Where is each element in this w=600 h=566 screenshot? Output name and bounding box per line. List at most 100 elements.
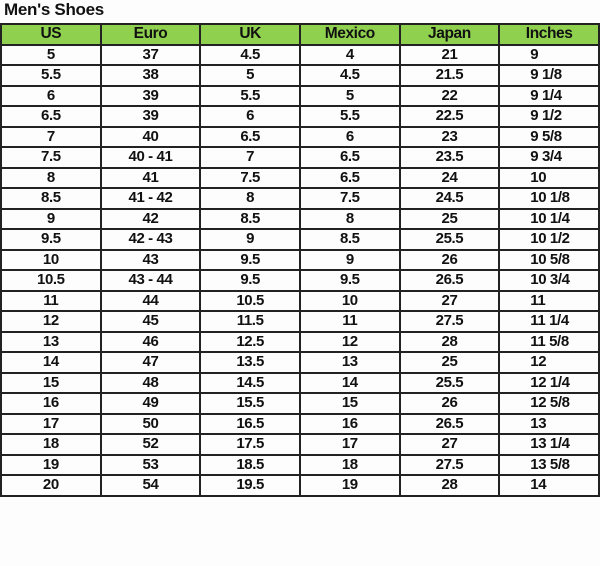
cell-japan: 26 (398, 392, 501, 415)
cell-uk: 15.5 (199, 392, 301, 415)
cell-us: 5.5 (0, 64, 102, 87)
table-row: 10.5 43 - 44 9.5 9.5 26.5 10 3/4 (0, 269, 600, 292)
cell-japan: 28 (398, 474, 501, 497)
cell-japan: 22.5 (398, 105, 501, 128)
table-row: 11 44 10.5 10 27 11 (0, 289, 600, 312)
cell-japan: 23 (398, 125, 501, 148)
cell-uk: 7 (199, 146, 301, 169)
table-row: 6.5 39 6 5.5 22.5 9 1/2 (0, 105, 600, 128)
cell-uk: 6 (199, 105, 301, 128)
cell-mexico: 6.5 (298, 146, 401, 169)
cell-euro: 41 - 42 (99, 187, 202, 210)
cell-euro: 54 (99, 474, 202, 497)
cell-us: 6 (0, 84, 102, 107)
cell-us: 12 (0, 310, 102, 333)
table-row: 12 45 11.5 11 27.5 11 1/4 (0, 310, 600, 333)
cell-mexico: 5 (298, 84, 401, 107)
cell-uk: 6.5 (199, 125, 301, 148)
cell-euro: 52 (99, 433, 202, 456)
cell-us: 7 (0, 125, 102, 148)
cell-japan: 21 (398, 43, 501, 66)
cell-inches: 9 1/8 (498, 64, 600, 87)
cell-euro: 50 (99, 412, 202, 435)
cell-euro: 53 (99, 453, 202, 476)
cell-japan: 24 (398, 166, 501, 189)
cell-mexico: 13 (298, 351, 401, 374)
cell-uk: 10.5 (199, 289, 301, 312)
cell-uk: 4.5 (199, 43, 301, 66)
cell-euro: 39 (99, 84, 202, 107)
cell-euro: 40 - 41 (99, 146, 202, 169)
cell-japan: 25 (398, 351, 501, 374)
cell-inches: 13 (498, 412, 600, 435)
cell-euro: 39 (99, 105, 202, 128)
column-header-japan: Japan (398, 23, 501, 46)
cell-mexico: 6.5 (298, 166, 401, 189)
cell-japan: 28 (398, 330, 501, 353)
cell-uk: 13.5 (199, 351, 301, 374)
cell-mexico: 14 (298, 371, 401, 394)
cell-inches: 9 1/4 (498, 84, 600, 107)
table-row: 16 49 15.5 15 26 12 5/8 (0, 392, 600, 415)
cell-inches: 10 1/4 (498, 207, 600, 230)
cell-mexico: 10 (298, 289, 401, 312)
cell-japan: 23.5 (398, 146, 501, 169)
cell-inches: 10 5/8 (498, 248, 600, 271)
cell-mexico: 4.5 (298, 64, 401, 87)
cell-euro: 40 (99, 125, 202, 148)
cell-japan: 24.5 (398, 187, 501, 210)
cell-us: 16 (0, 392, 102, 415)
cell-uk: 16.5 (199, 412, 301, 435)
cell-uk: 17.5 (199, 433, 301, 456)
cell-euro: 41 (99, 166, 202, 189)
cell-euro: 45 (99, 310, 202, 333)
cell-euro: 38 (99, 64, 202, 87)
cell-inches: 11 1/4 (498, 310, 600, 333)
cell-euro: 43 (99, 248, 202, 271)
table-row: 8.5 41 - 42 8 7.5 24.5 10 1/8 (0, 187, 600, 210)
table-row: 19 53 18.5 18 27.5 13 5/8 (0, 453, 600, 476)
cell-uk: 19.5 (199, 474, 301, 497)
cell-inches: 9 (498, 43, 600, 66)
cell-mexico: 11 (298, 310, 401, 333)
cell-us: 8 (0, 166, 102, 189)
cell-mexico: 9 (298, 248, 401, 271)
cell-japan: 25.5 (398, 228, 501, 251)
cell-us: 7.5 (0, 146, 102, 169)
table-row: 5.5 38 5 4.5 21.5 9 1/8 (0, 64, 600, 87)
cell-us: 10.5 (0, 269, 102, 292)
cell-mexico: 8.5 (298, 228, 401, 251)
cell-us: 13 (0, 330, 102, 353)
table-row: 14 47 13.5 13 25 12 (0, 351, 600, 374)
table-row: 9 42 8.5 8 25 10 1/4 (0, 207, 600, 230)
cell-mexico: 4 (298, 43, 401, 66)
table-row: 9.5 42 - 43 9 8.5 25.5 10 1/2 (0, 228, 600, 251)
cell-uk: 9.5 (199, 248, 301, 271)
cell-us: 15 (0, 371, 102, 394)
cell-us: 14 (0, 351, 102, 374)
cell-inches: 13 5/8 (498, 453, 600, 476)
table-row: 13 46 12.5 12 28 11 5/8 (0, 330, 600, 353)
cell-japan: 25.5 (398, 371, 501, 394)
cell-mexico: 19 (298, 474, 401, 497)
table-row: 15 48 14.5 14 25.5 12 1/4 (0, 371, 600, 394)
cell-us: 18 (0, 433, 102, 456)
table-row: 17 50 16.5 16 26.5 13 (0, 412, 600, 435)
cell-inches: 11 5/8 (498, 330, 600, 353)
table-row: 6 39 5.5 5 22 9 1/4 (0, 84, 600, 107)
cell-us: 9.5 (0, 228, 102, 251)
cell-inches: 9 3/4 (498, 146, 600, 169)
cell-uk: 5.5 (199, 84, 301, 107)
cell-us: 8.5 (0, 187, 102, 210)
column-header-mexico: Mexico (298, 23, 401, 46)
table-row: 5 37 4.5 4 21 9 (0, 43, 600, 66)
table-row: 8 41 7.5 6.5 24 10 (0, 166, 600, 189)
cell-us: 20 (0, 474, 102, 497)
cell-uk: 9 (199, 228, 301, 251)
column-header-inches: Inches (498, 23, 600, 46)
table-row: 20 54 19.5 19 28 14 (0, 474, 600, 497)
cell-euro: 47 (99, 351, 202, 374)
header-row: US Euro UK Mexico Japan Inches (0, 23, 600, 46)
cell-inches: 14 (498, 474, 600, 497)
cell-inches: 12 1/4 (498, 371, 600, 394)
